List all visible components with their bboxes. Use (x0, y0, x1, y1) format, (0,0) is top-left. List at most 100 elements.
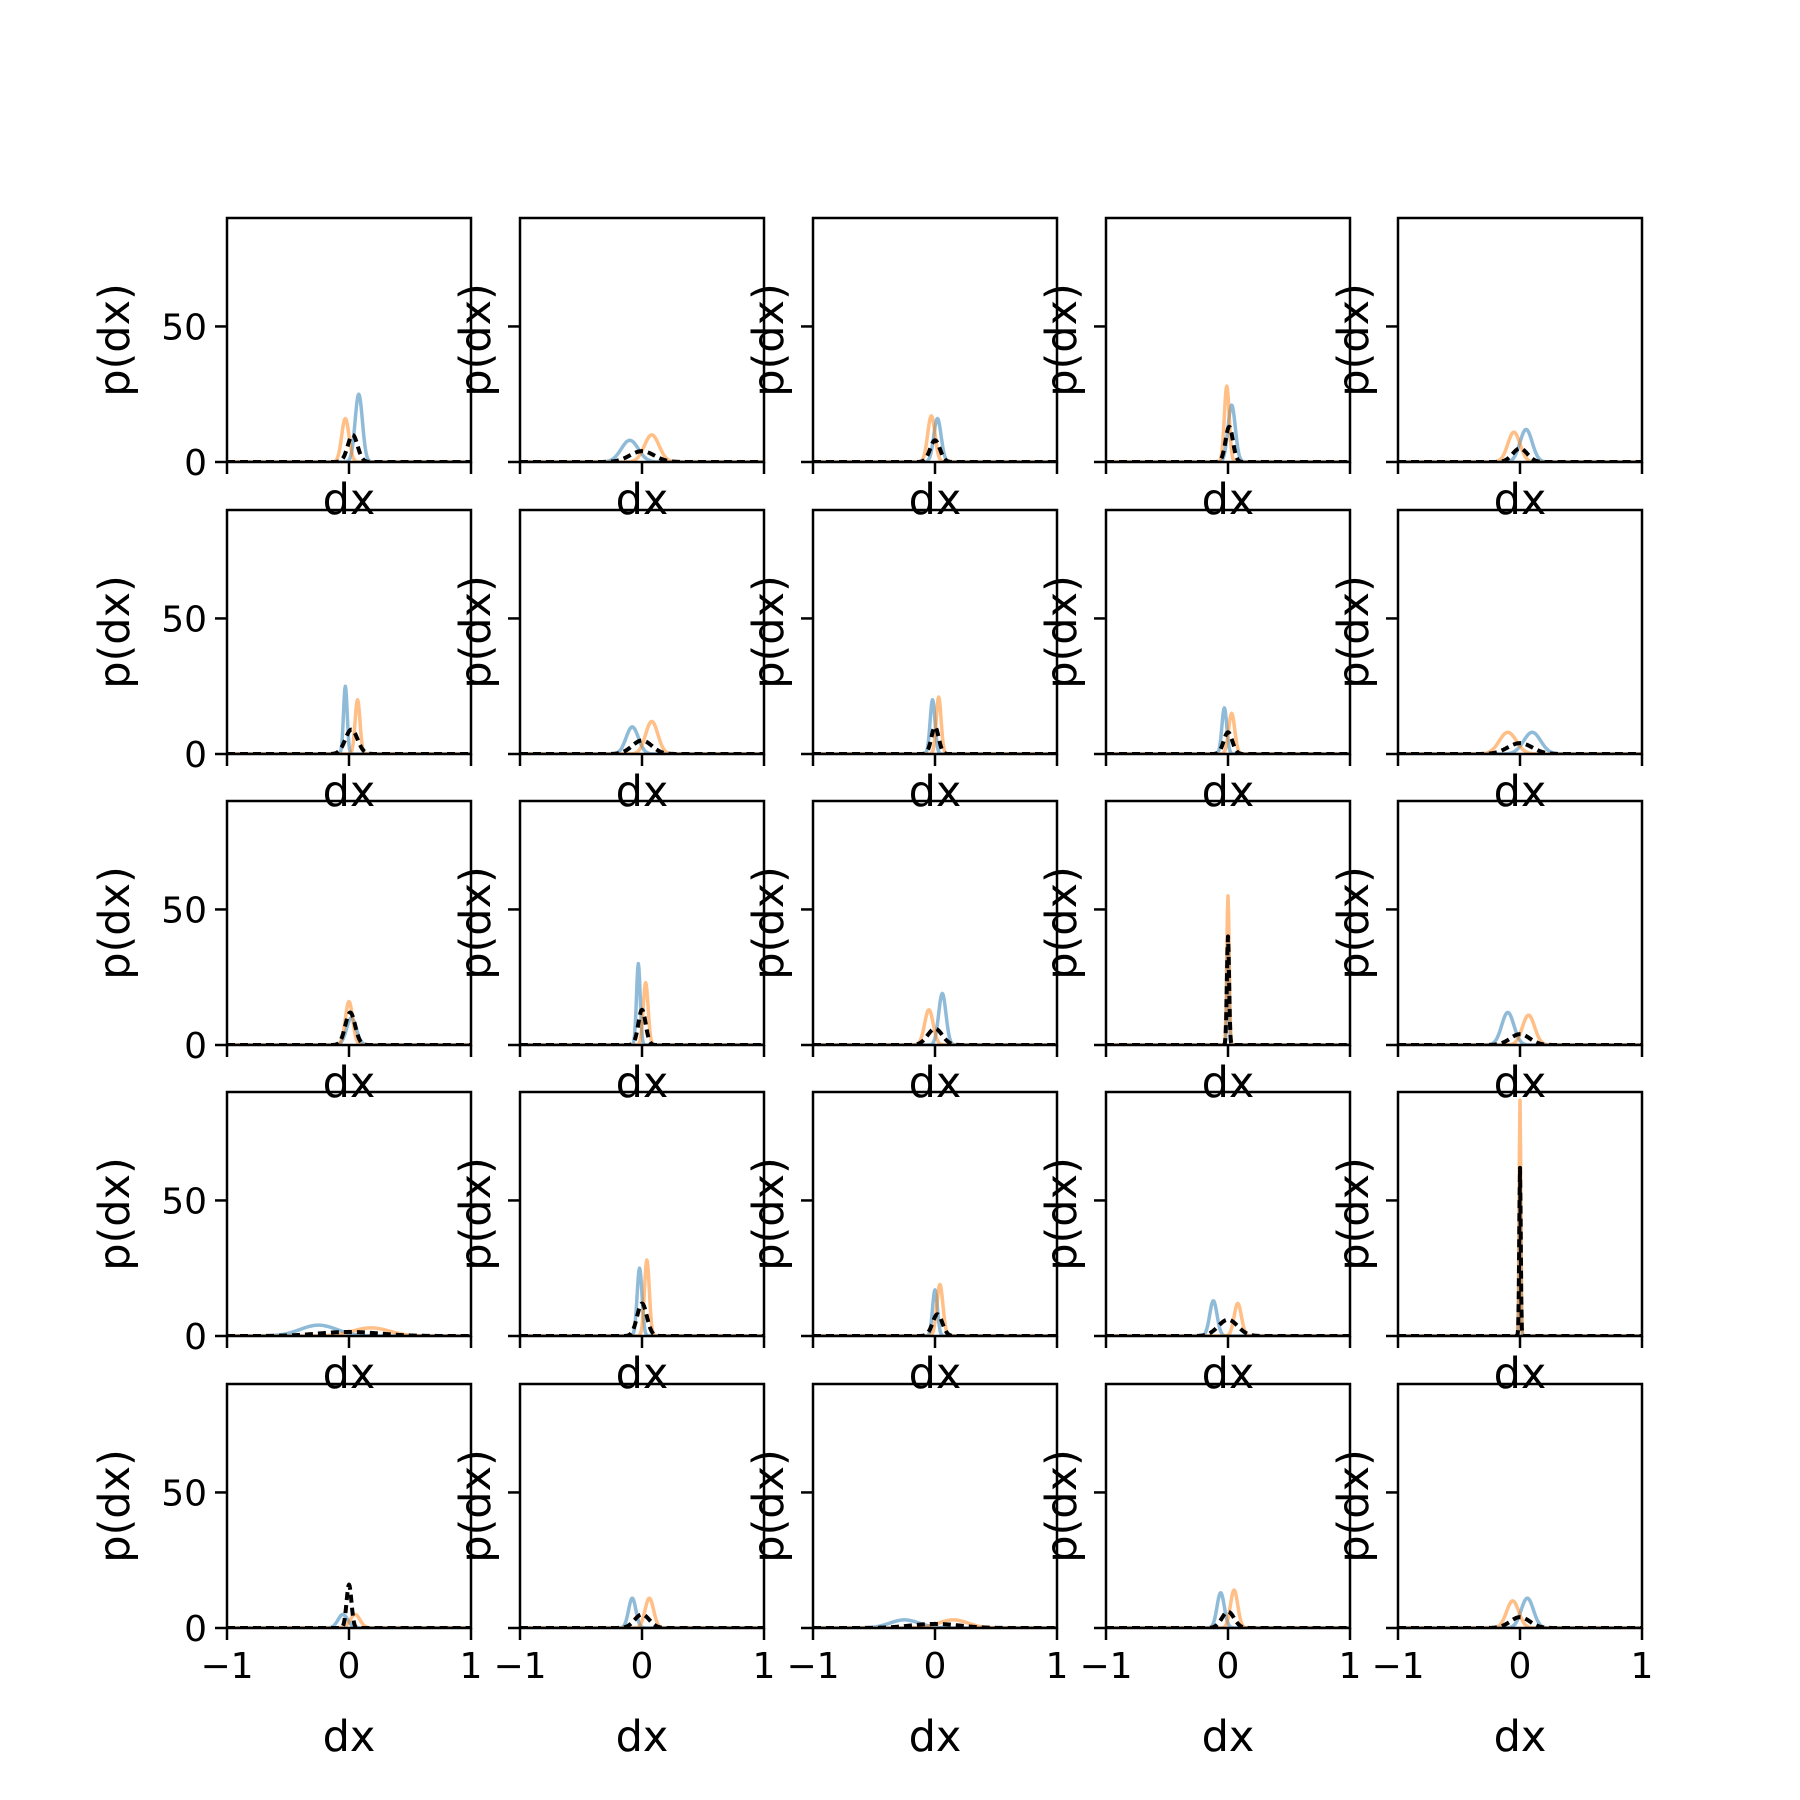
x-tick-label: −1 (200, 1646, 253, 1687)
y-axis-label: p(dx) (90, 575, 140, 689)
subplot-r3-c0: 0 50 dx p(dx) (90, 1090, 473, 1399)
x-tick-label: 0 (631, 1646, 654, 1687)
series-2-line (520, 1301, 764, 1336)
x-axis-label: dx (909, 475, 962, 525)
x-tick-label: −1 (1079, 1646, 1132, 1687)
x-axis-label: dx (616, 1058, 669, 1108)
y-axis-label: p(dx) (1037, 283, 1087, 397)
y-tick-label: 50 (161, 307, 207, 348)
axes-frame (1396, 1382, 1644, 1630)
subplot-r0-c2: dx p(dx) (744, 216, 1059, 525)
axes-frame (518, 1382, 766, 1630)
series-0-line (813, 1288, 1057, 1336)
x-tick-label: 1 (460, 1646, 483, 1687)
x-tick-label: 1 (1046, 1646, 1069, 1687)
axes-frame (518, 508, 766, 756)
subplot-r1-c4: dx p(dx) (1329, 508, 1644, 817)
series-0-line (227, 1016, 471, 1045)
y-axis-label: p(dx) (744, 1157, 794, 1271)
y-axis-label: p(dx) (1329, 1157, 1379, 1271)
series-1-line (520, 980, 764, 1045)
x-axis-label: dx (616, 1349, 669, 1399)
subplot-r1-c3: dx p(dx) (1037, 508, 1352, 817)
subplot-r3-c1: dx p(dx) (451, 1090, 766, 1399)
x-axis-label: dx (909, 1058, 962, 1108)
series-1-line (1106, 1588, 1350, 1628)
series-1-line (1106, 894, 1350, 1045)
y-tick-label: 0 (184, 735, 207, 776)
y-axis-label: p(dx) (90, 1449, 140, 1563)
x-axis-label: dx (323, 475, 376, 525)
y-axis-label: p(dx) (451, 866, 501, 980)
x-axis-label: dx (323, 1058, 376, 1108)
x-axis-label: dx (909, 767, 962, 817)
series-2-line (1106, 730, 1350, 754)
series-2-line (1398, 1032, 1642, 1045)
axes-frame (1396, 508, 1644, 756)
subplot-r0-c1: dx p(dx) (451, 216, 766, 525)
series-1-line (227, 416, 471, 462)
subplot-r4-c2: −1 0 1 dx p(dx) (744, 1382, 1069, 1762)
y-axis-label: p(dx) (1329, 1449, 1379, 1563)
y-axis-label: p(dx) (744, 283, 794, 397)
y-axis-label: p(dx) (451, 575, 501, 689)
series-1-line (1398, 1599, 1642, 1628)
x-axis-label: dx (1202, 767, 1255, 817)
series-1-line (1106, 1301, 1350, 1336)
x-axis-label: dx (616, 767, 669, 817)
axes-frame (1104, 1382, 1352, 1630)
y-tick-label: 50 (161, 599, 207, 640)
x-tick-label: 0 (924, 1646, 947, 1687)
subplot-r0-c4: dx p(dx) (1329, 216, 1644, 525)
subplot-r4-c3: −1 0 1 dx p(dx) (1037, 1382, 1362, 1762)
y-tick-label: 0 (184, 1609, 207, 1650)
series-0-line (227, 392, 471, 462)
series-2-line (520, 1007, 764, 1045)
x-axis-label: dx (1494, 475, 1547, 525)
subplot-r1-c1: dx p(dx) (451, 508, 766, 817)
subplot-r3-c2: dx p(dx) (744, 1090, 1059, 1399)
y-axis-label: p(dx) (90, 1157, 140, 1271)
y-axis-label: p(dx) (1329, 866, 1379, 980)
x-tick-label: 0 (338, 1646, 361, 1687)
x-axis-label: dx (323, 767, 376, 817)
subplot-r1-c2: dx p(dx) (744, 508, 1059, 817)
subplot-r2-c0: 0 50 dx p(dx) (90, 799, 473, 1108)
series-2-line (227, 1010, 471, 1045)
series-0-line (1106, 1299, 1350, 1336)
x-axis-label: dx (616, 475, 669, 525)
series-0-line (227, 684, 471, 754)
subplot-r4-c4: −1 0 1 dx p(dx) (1329, 1382, 1654, 1762)
y-axis-label: p(dx) (90, 283, 140, 397)
y-axis-label: p(dx) (744, 1449, 794, 1563)
series-0-line (1398, 1010, 1642, 1045)
series-1-line (520, 1258, 764, 1336)
x-tick-label: 1 (753, 1646, 776, 1687)
series-2-line (1398, 446, 1642, 462)
y-axis-label: p(dx) (451, 1157, 501, 1271)
series-1-line (520, 719, 764, 754)
y-tick-label: 50 (161, 1473, 207, 1514)
y-tick-label: 0 (184, 1317, 207, 1358)
x-axis-label: dx (1494, 767, 1547, 817)
x-axis-label: dx (909, 1349, 962, 1399)
series-1-line (227, 1612, 471, 1628)
x-tick-label: 1 (1339, 1646, 1362, 1687)
axes-frame (1396, 216, 1644, 464)
subplot-r2-c3: dx p(dx) (1037, 799, 1352, 1108)
y-tick-label: 50 (161, 890, 207, 931)
y-axis-label: p(dx) (451, 283, 501, 397)
x-tick-label: 0 (1217, 1646, 1240, 1687)
series-2-line (227, 727, 471, 754)
x-axis-label: dx (323, 1712, 376, 1762)
axes-frame (1104, 508, 1352, 756)
y-tick-label: 0 (184, 443, 207, 484)
series-2-line (813, 1312, 1057, 1336)
y-axis-label: p(dx) (1037, 866, 1087, 980)
x-tick-label: 1 (1631, 1646, 1654, 1687)
y-axis-label: p(dx) (744, 866, 794, 980)
axes-frame (225, 1382, 473, 1630)
subplot-r3-c4: dx p(dx) (1329, 1090, 1644, 1399)
subplot-r3-c3: dx p(dx) (1037, 1090, 1352, 1399)
